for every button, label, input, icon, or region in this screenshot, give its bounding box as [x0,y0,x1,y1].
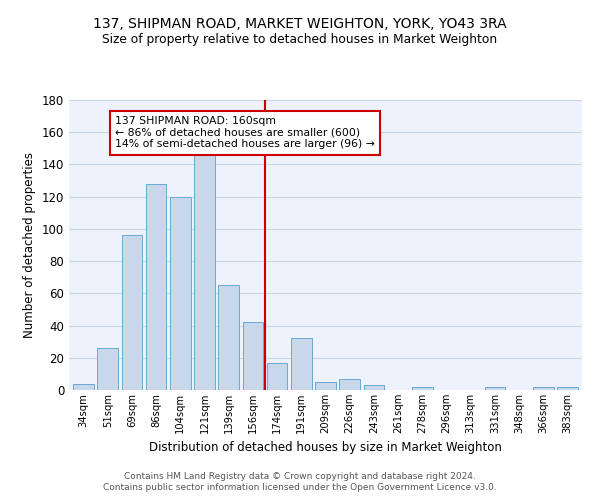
Bar [533,387,554,390]
Bar [364,385,384,390]
Bar [73,384,94,390]
Bar [194,146,215,390]
Text: Size of property relative to detached houses in Market Weighton: Size of property relative to detached ho… [103,32,497,46]
Bar [485,387,505,390]
Text: 137, SHIPMAN ROAD, MARKET WEIGHTON, YORK, YO43 3RA: 137, SHIPMAN ROAD, MARKET WEIGHTON, YORK… [93,18,507,32]
Bar [97,348,118,390]
Bar [267,362,287,390]
X-axis label: Distribution of detached houses by size in Market Weighton: Distribution of detached houses by size … [149,442,502,454]
Bar [412,387,433,390]
Bar [122,236,142,390]
Bar [242,322,263,390]
Y-axis label: Number of detached properties: Number of detached properties [23,152,36,338]
Bar [340,378,360,390]
Bar [557,387,578,390]
Bar [315,382,336,390]
Text: Contains public sector information licensed under the Open Government Licence v3: Contains public sector information licen… [103,484,497,492]
Bar [291,338,311,390]
Bar [146,184,166,390]
Bar [170,196,191,390]
Bar [218,286,239,390]
Text: 137 SHIPMAN ROAD: 160sqm
← 86% of detached houses are smaller (600)
14% of semi-: 137 SHIPMAN ROAD: 160sqm ← 86% of detach… [115,116,375,150]
Text: Contains HM Land Registry data © Crown copyright and database right 2024.: Contains HM Land Registry data © Crown c… [124,472,476,481]
